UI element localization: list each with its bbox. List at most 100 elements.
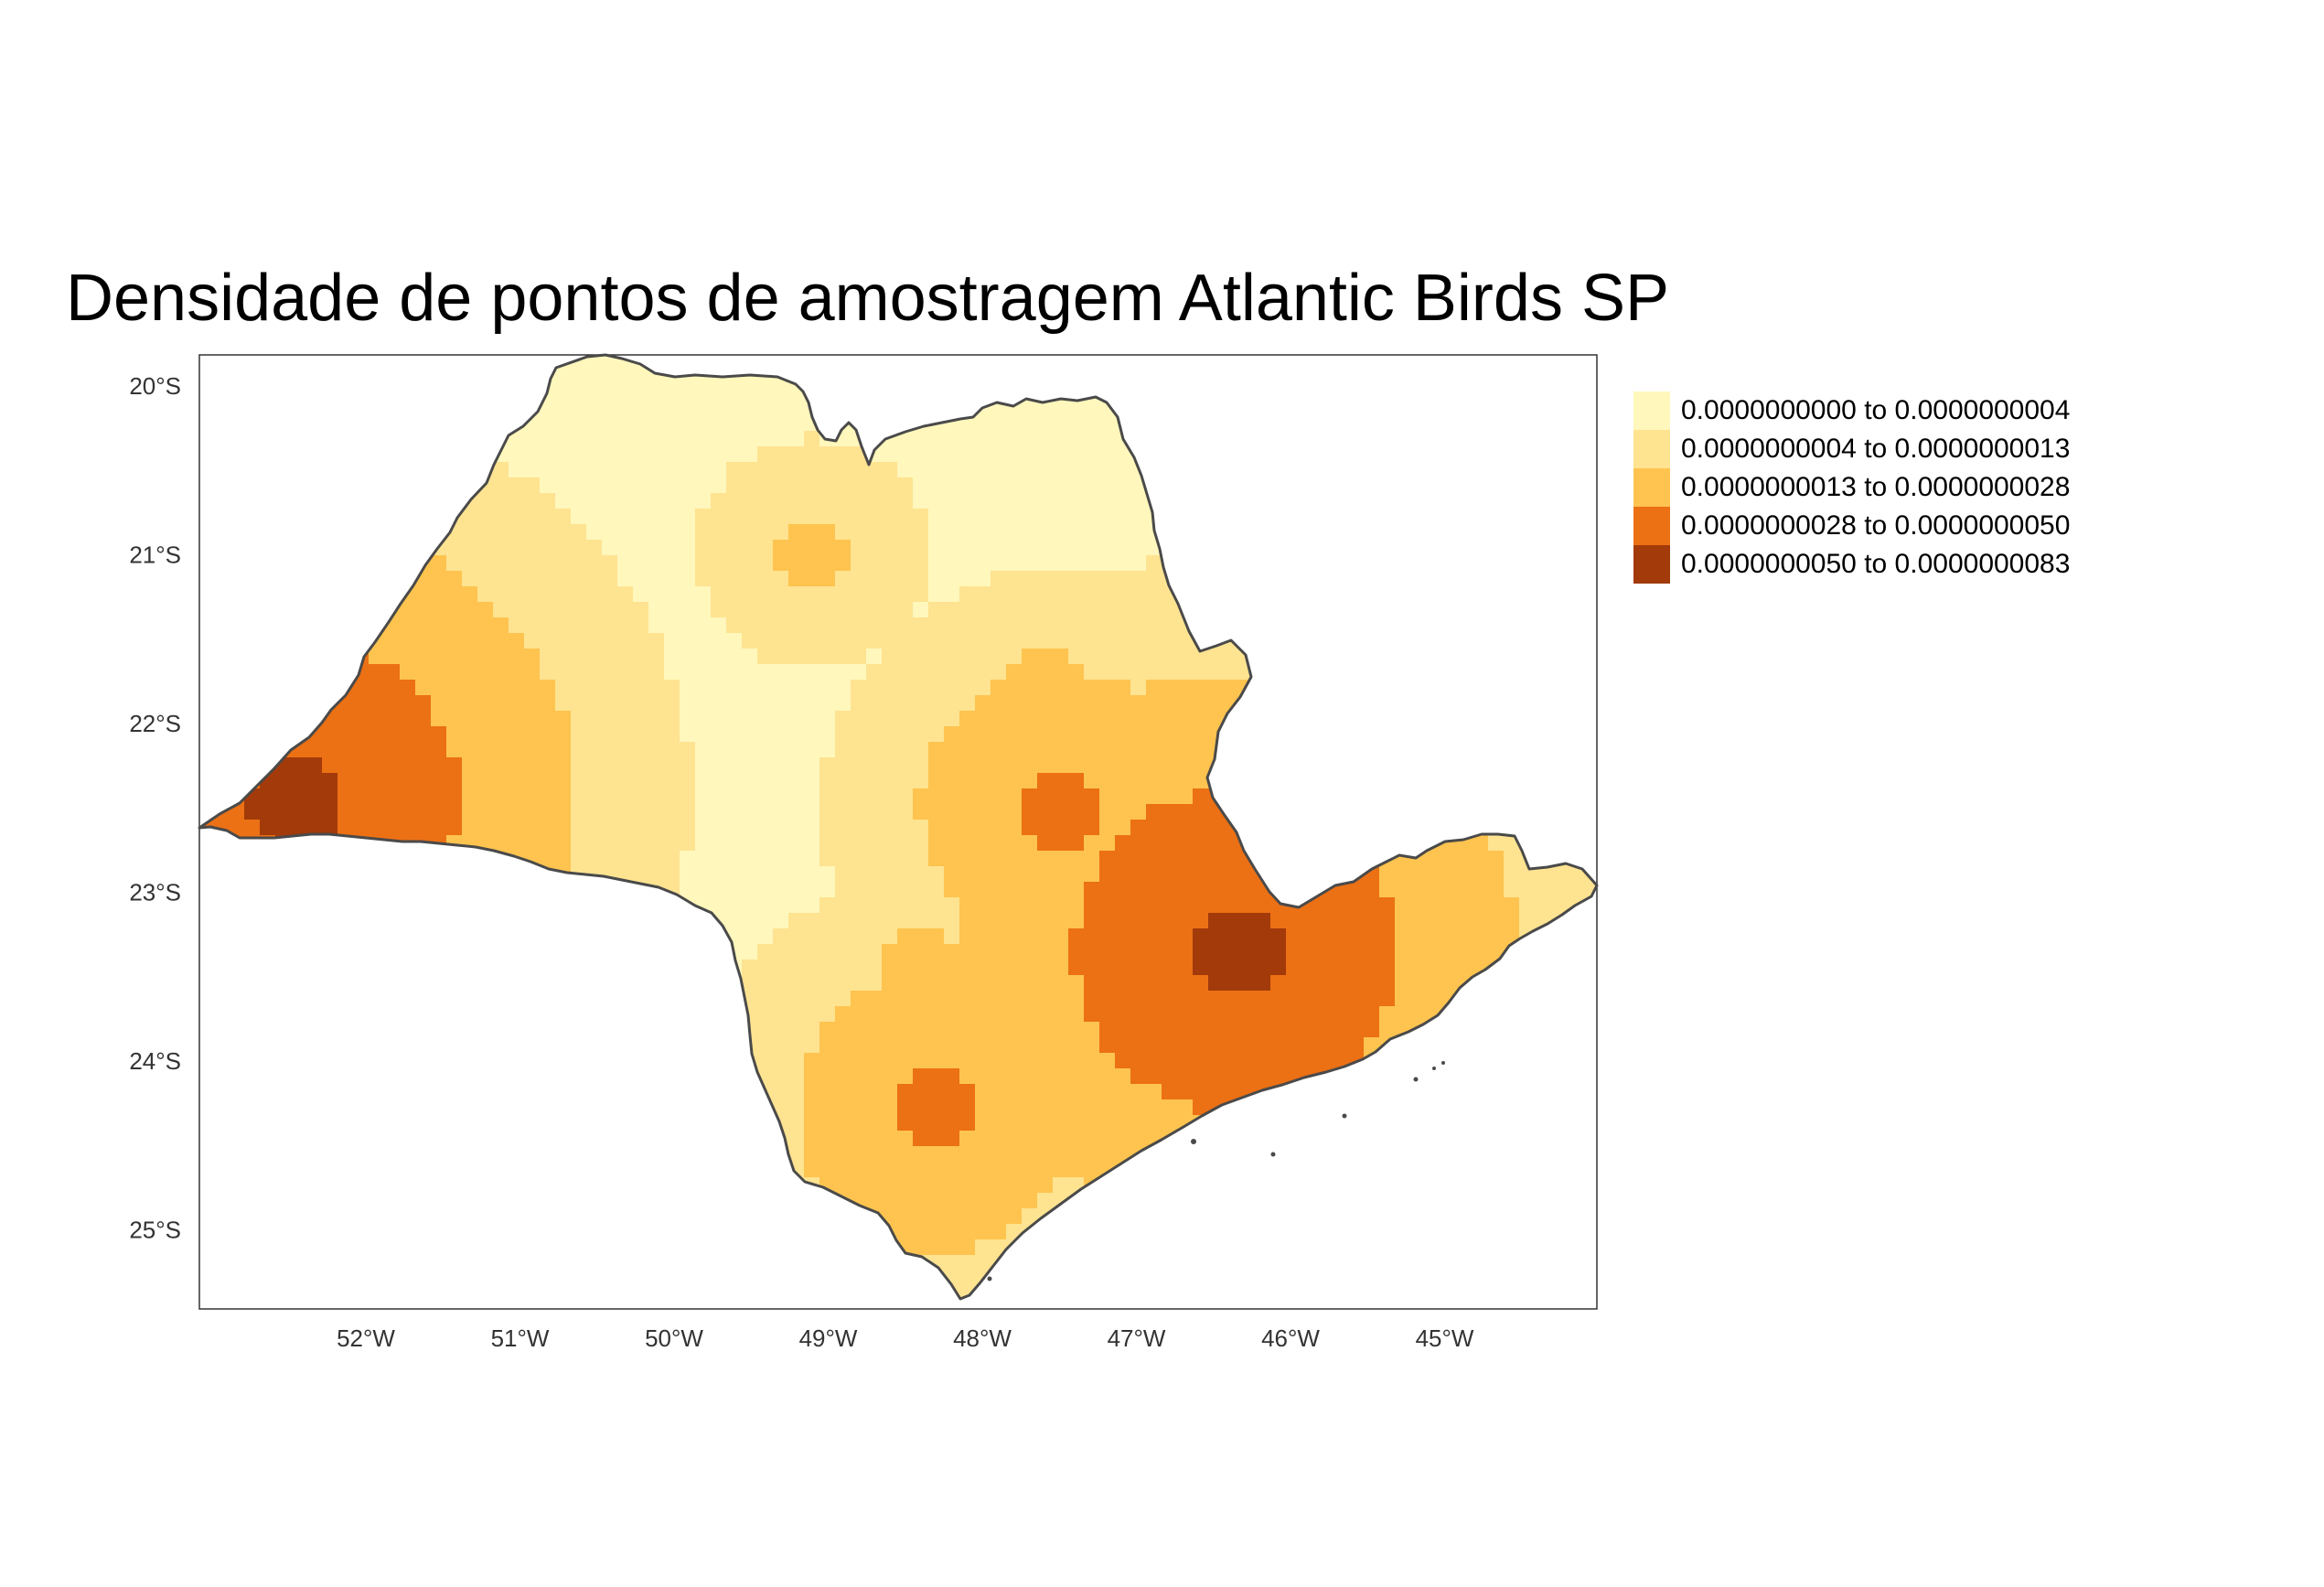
raster-cell [1099,493,1116,509]
raster-cell [1193,1037,1209,1054]
raster-cell [1006,493,1023,509]
raster-cell [1255,1068,1271,1085]
raster-cell [928,1006,945,1023]
raster-cell [571,820,587,836]
raster-cell [819,571,836,587]
raster-cell [975,944,991,960]
raster-cell [1006,1053,1023,1069]
raster-cell [1022,1053,1038,1069]
raster-cell [913,1022,929,1038]
raster-cell [819,633,836,649]
raster-cell [897,1193,914,1209]
raster-cell [742,431,758,447]
raster-cell [1053,617,1069,634]
raster-cell [928,960,945,976]
raster-cell [1146,944,1162,960]
raster-cell [1053,633,1069,649]
raster-cell [1068,400,1085,416]
raster-cell [1053,788,1069,805]
raster-cell [633,820,649,836]
raster-cell [1006,991,1023,1007]
raster-cell [1006,477,1023,494]
raster-cell [415,695,432,712]
raster-cell [695,820,712,836]
raster-cell [711,804,727,820]
raster-cell [1224,991,1240,1007]
raster-cell [1037,477,1054,494]
raster-cell [928,1037,945,1054]
raster-cell [866,1037,883,1054]
raster-cell [1022,742,1038,758]
raster-cell [1115,1146,1131,1163]
raster-cell [804,477,820,494]
raster-cell [1130,633,1147,649]
raster-cell [1208,866,1225,883]
raster-cell [1084,928,1100,945]
raster-cell [493,649,509,665]
raster-cell [1006,1006,1023,1023]
raster-cell [1037,1084,1054,1100]
raster-cell [1286,913,1302,929]
raster-cell [851,757,867,774]
raster-cell [337,742,354,758]
raster-cell [540,446,556,463]
raster-cell [602,384,618,401]
raster-cell [524,617,541,634]
raster-cell [1115,820,1131,836]
raster-cell [773,633,789,649]
raster-cell [944,897,960,914]
raster-cell [975,524,991,541]
raster-cell [835,555,851,572]
raster-cell [648,726,665,743]
raster-cell [1022,1162,1038,1178]
raster-cell [1022,897,1038,914]
raster-cell [617,788,634,805]
raster-cell [959,1099,976,1116]
raster-cell [524,695,541,712]
raster-cell [975,1146,991,1163]
raster-cell [1115,897,1131,914]
raster-cell [1099,1037,1116,1054]
raster-cell [1597,493,1613,509]
raster-cell [882,1053,898,1069]
raster-cell [1379,991,1396,1007]
raster-cell [882,462,898,478]
raster-cell [757,928,774,945]
raster-cell [866,773,883,789]
raster-cell [897,773,914,789]
raster-cell [1037,1162,1054,1178]
raster-cell [866,1084,883,1100]
raster-cell [586,757,603,774]
raster-cell [540,711,556,727]
raster-cell [1068,680,1085,696]
raster-cell [851,540,867,556]
raster-cell [1099,633,1116,649]
raster-cell [959,788,976,805]
map-title: Densidade de pontos de amostragem Atlant… [66,262,1669,335]
raster-cell [1162,1006,1178,1023]
raster-cell [928,695,945,712]
raster-cell [975,835,991,852]
raster-cell [509,540,525,556]
raster-cell [1053,555,1069,572]
raster-cell [913,1115,929,1131]
raster-cell [1162,1053,1178,1069]
raster-cell [959,960,976,976]
raster-cell [788,1053,805,1069]
raster-cell [1193,757,1209,774]
raster-cell [353,726,369,743]
raster-cell [322,773,338,789]
raster-cell [586,493,603,509]
raster-cell [991,1162,1007,1178]
raster-cell [991,524,1007,541]
raster-cell [1193,866,1209,883]
raster-cell [991,975,1007,992]
raster-cell [1162,1022,1178,1038]
raster-cell [353,711,369,727]
raster-cell [959,804,976,820]
raster-cell [913,897,929,914]
raster-cell [493,680,509,696]
raster-cell [991,1068,1007,1085]
raster-cell [959,742,976,758]
raster-cell [851,866,867,883]
